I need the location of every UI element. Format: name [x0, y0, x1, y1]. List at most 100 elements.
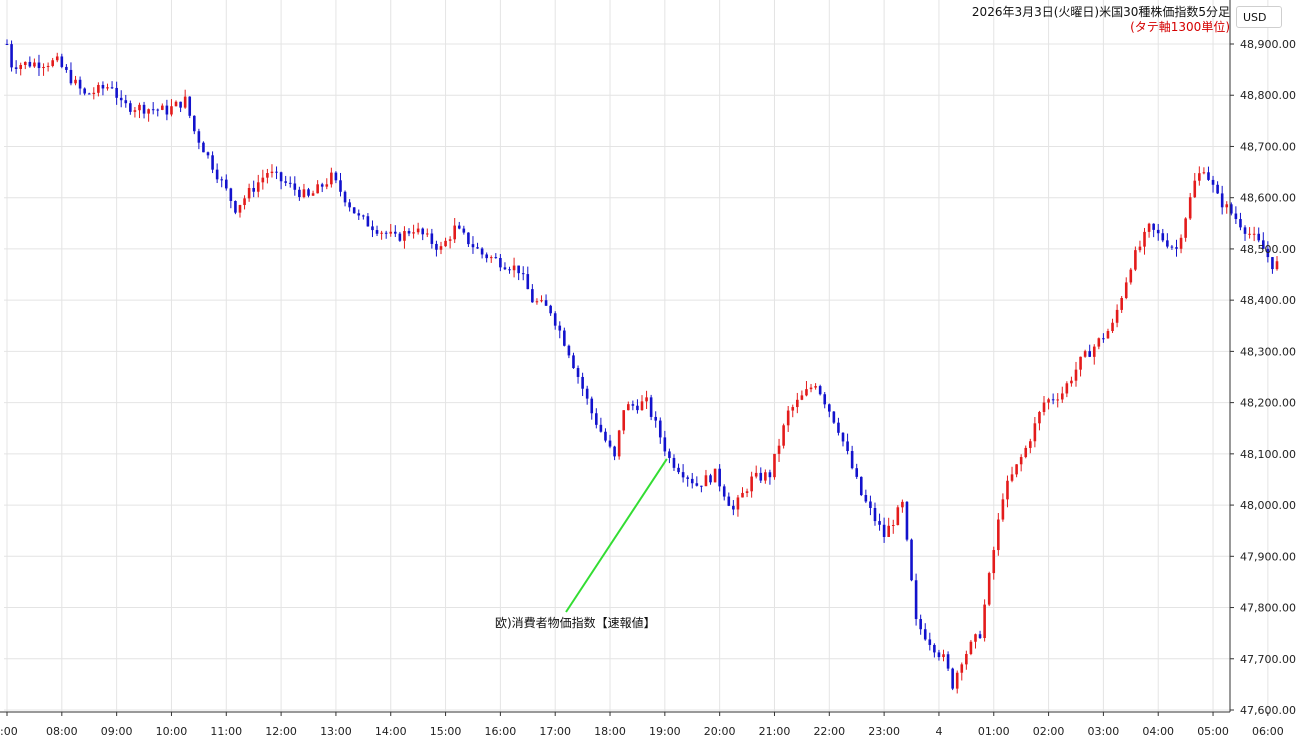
candle-body [754, 472, 758, 477]
candle-body [380, 232, 383, 234]
x-tick-label: 23:00 [868, 725, 900, 738]
candle-body [1106, 331, 1110, 339]
candle-body [1166, 240, 1169, 247]
candle-body [773, 453, 776, 478]
x-tick-label: 15:00 [430, 725, 462, 738]
candle-body [983, 604, 986, 639]
candle-body [389, 231, 393, 234]
candle-body [1257, 233, 1261, 241]
candle-body [695, 483, 699, 486]
candle-body [448, 239, 452, 241]
candle-body [489, 257, 493, 259]
candle-body [942, 654, 945, 658]
candle-body [978, 634, 982, 639]
grid [4, 0, 1269, 712]
candle-body [46, 65, 50, 67]
candle-body [681, 472, 685, 478]
annotations: 欧)消費者物価指数【速報値】 [495, 458, 668, 630]
candle-body [823, 394, 827, 405]
candle-body [1184, 218, 1187, 238]
y-tick-label: 48,700.00 [1240, 140, 1296, 153]
x-tick-label: 21:00 [759, 725, 791, 738]
candle-body [946, 654, 950, 669]
candle-body [343, 191, 347, 203]
candle-body [626, 404, 630, 411]
candle-body [535, 301, 539, 303]
candle-body [311, 193, 315, 196]
candle-body [1252, 233, 1256, 235]
x-tick-label: 06:00 [1252, 725, 1284, 738]
candle-body [777, 445, 781, 454]
candle-body [704, 475, 708, 487]
candle-body [1038, 411, 1041, 424]
candle-body [567, 345, 571, 356]
y-tick-label: 48,800.00 [1240, 89, 1296, 102]
candle-body [613, 446, 616, 457]
candle-body [645, 397, 648, 402]
candle-body [119, 97, 123, 101]
candle-body [183, 96, 187, 108]
x-tick-label: 12:00 [265, 725, 297, 738]
candle-body [873, 507, 877, 522]
candle-body [713, 468, 717, 483]
candle-body [1092, 346, 1096, 357]
candle-body [901, 501, 904, 508]
candle-body [1083, 351, 1087, 357]
candle-body [796, 399, 799, 408]
x-tick-label: 03:00 [1088, 725, 1120, 738]
candle-body [558, 325, 562, 331]
candle-body [997, 519, 1000, 551]
candle-body [188, 96, 192, 116]
candle-body [599, 424, 603, 432]
y-tick-label: 48,300.00 [1240, 345, 1296, 358]
candle-body [608, 440, 612, 447]
y-tick-label: 48,500.00 [1240, 243, 1296, 256]
y-tick-label: 47,700.00 [1240, 653, 1296, 666]
candle-body [133, 110, 137, 112]
x-tick-label: 09:00 [101, 725, 133, 738]
candle-body [307, 189, 310, 196]
candle-body [919, 619, 922, 630]
y-tick-label: 47,900.00 [1240, 550, 1296, 563]
candle-body [544, 300, 548, 306]
candle-body [1143, 231, 1146, 247]
candle-body [1193, 180, 1197, 198]
currency-selector[interactable]: USD [1236, 6, 1282, 28]
candle-body [1202, 172, 1206, 174]
candle-body [412, 232, 415, 234]
candle-body [732, 505, 735, 510]
candle-body [142, 104, 146, 114]
candle-body [101, 84, 105, 89]
candle-body [421, 228, 425, 235]
candle-body [10, 44, 13, 68]
candle-body [179, 101, 182, 108]
candle-body [923, 629, 927, 640]
candles [5, 39, 1279, 694]
candle-body [302, 189, 306, 198]
candle-body [197, 131, 201, 143]
candle-body [928, 639, 932, 645]
candle-body [1029, 441, 1032, 448]
candle-body [1152, 223, 1155, 230]
candle-body [818, 386, 822, 395]
candle-body [74, 79, 77, 84]
candle-body [174, 101, 178, 107]
candle-body [403, 231, 406, 241]
candle-body [471, 244, 475, 248]
candle-body [138, 104, 141, 111]
candle-body [151, 109, 155, 111]
x-tick-label: 4 [935, 725, 942, 738]
y-tick-label: 47,800.00 [1240, 602, 1296, 615]
candle-body [1261, 240, 1265, 249]
candle-body [1074, 369, 1078, 381]
chart-title: 2026年3月3日(火曜日)米国30種株価指数5分足 [971, 5, 1230, 19]
candle-body [896, 507, 900, 526]
candle-body [439, 246, 443, 250]
candle-body [1138, 246, 1142, 251]
candle-body [60, 56, 64, 67]
candle-body [92, 92, 96, 95]
candle-body [764, 472, 767, 481]
candle-body [553, 313, 557, 326]
candle-body [887, 525, 890, 537]
